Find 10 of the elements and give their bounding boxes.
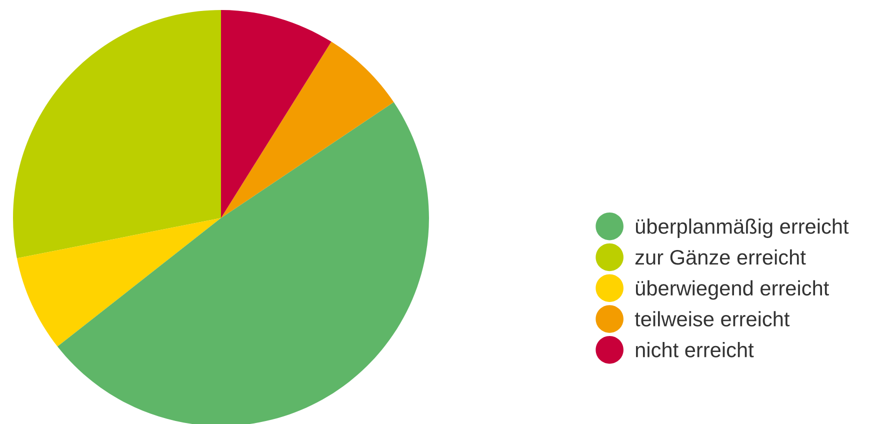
legend-label: zur Gänze erreicht [635, 249, 806, 265]
pie-slice [13, 10, 221, 258]
legend-label: nicht erreicht [636, 342, 754, 358]
legend-label: überplanmäßig erreicht [636, 218, 849, 238]
legend-label: überwiegend erreicht [636, 280, 829, 300]
pie-slice [57, 102, 429, 424]
pie-slice [221, 10, 332, 218]
legend-label: teilweise erreicht [634, 311, 790, 326]
pie-slice [16, 218, 221, 347]
pie-slice [221, 42, 394, 218]
